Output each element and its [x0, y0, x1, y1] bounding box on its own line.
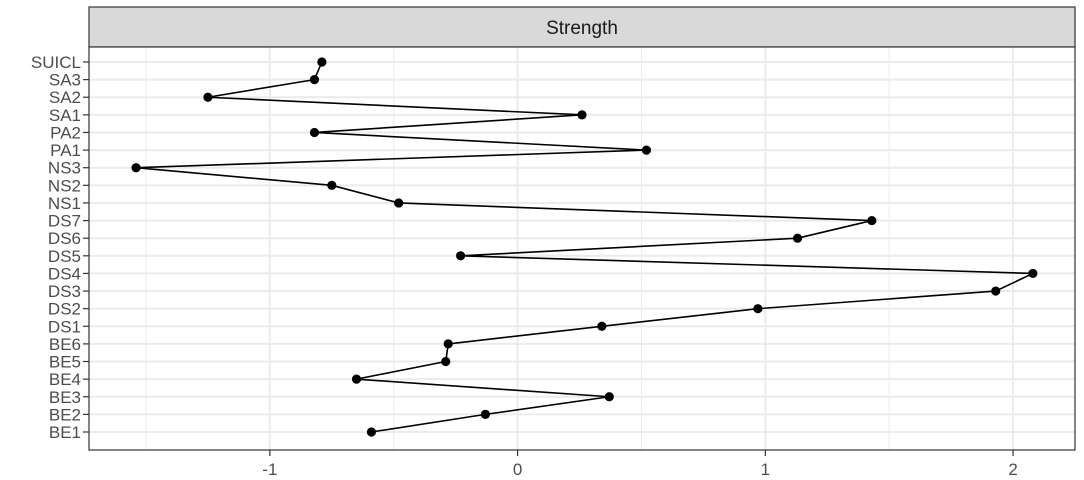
y-tick-label: DS5	[48, 247, 81, 266]
grid-lines	[89, 47, 1075, 450]
x-tick-label: 1	[761, 460, 770, 479]
data-point-be4	[351, 374, 362, 384]
series-line	[135, 61, 1034, 433]
y-tick-label: PA1	[50, 141, 81, 160]
data-point-sa2	[203, 92, 213, 102]
facet-strip-label: Strength	[546, 18, 618, 39]
data-point-ds6	[792, 233, 803, 243]
y-tick-label: SA1	[49, 106, 81, 125]
y-tick-label: PA2	[50, 123, 81, 142]
data-point-be5	[441, 356, 451, 367]
x-axis: -1 0 1 2	[262, 450, 1018, 479]
x-tick-label: 0	[513, 460, 522, 479]
y-tick-label: DS4	[48, 264, 81, 283]
y-tick-label: DS6	[48, 229, 81, 248]
data-point-be3	[604, 392, 614, 402]
panel-border	[88, 46, 1076, 451]
x-tick-label: 2	[1008, 460, 1017, 479]
y-tick-label: SUICL	[31, 53, 81, 72]
plot-panel	[89, 47, 1075, 450]
y-tick-label: BE1	[49, 423, 81, 442]
data-point-ds7	[867, 215, 877, 226]
y-tick-label: NS3	[48, 159, 81, 178]
data-point-ds2	[753, 304, 763, 314]
data-point-ds5	[456, 251, 466, 261]
data-point-pa1	[641, 145, 652, 155]
strip-background	[88, 6, 1076, 48]
data-point-be6	[443, 339, 453, 349]
y-tick-label: BE2	[49, 405, 81, 424]
y-tick-label: DS3	[48, 282, 81, 301]
data-point-ns2	[327, 180, 337, 190]
series-path	[135, 61, 1034, 433]
data-point-suicl	[317, 57, 327, 67]
x-tick-label: -1	[262, 460, 277, 479]
y-tick-label: BE6	[49, 335, 81, 354]
y-tick-label: BE5	[49, 353, 81, 372]
data-point-sa3	[309, 75, 320, 85]
y-tick-label: NS1	[48, 194, 81, 213]
data-point-sa1	[577, 110, 587, 120]
y-tick-label: DS1	[48, 317, 81, 336]
y-tick-label: DS7	[48, 212, 81, 231]
y-tick-label: DS2	[48, 300, 81, 319]
data-point-ns1	[394, 198, 404, 208]
data-point-pa2	[309, 127, 320, 138]
data-point-ds3	[991, 286, 1001, 296]
data-point-ns3	[131, 163, 141, 173]
y-tick-label: SA2	[49, 88, 81, 107]
data-point-ds1	[597, 321, 607, 331]
series-points	[131, 57, 1038, 437]
y-tick-label: BE4	[49, 370, 81, 389]
data-point-ds4	[1028, 268, 1038, 279]
y-tick-label: BE3	[49, 388, 81, 407]
y-tick-label: NS2	[48, 176, 81, 195]
y-tick-label: SA3	[49, 71, 81, 90]
data-point-be1	[366, 427, 377, 437]
data-point-be2	[480, 409, 490, 419]
y-axis: BE1BE2BE3BE4BE5BE6DS1DS2DS3DS4DS5DS6DS7N…	[31, 53, 89, 442]
